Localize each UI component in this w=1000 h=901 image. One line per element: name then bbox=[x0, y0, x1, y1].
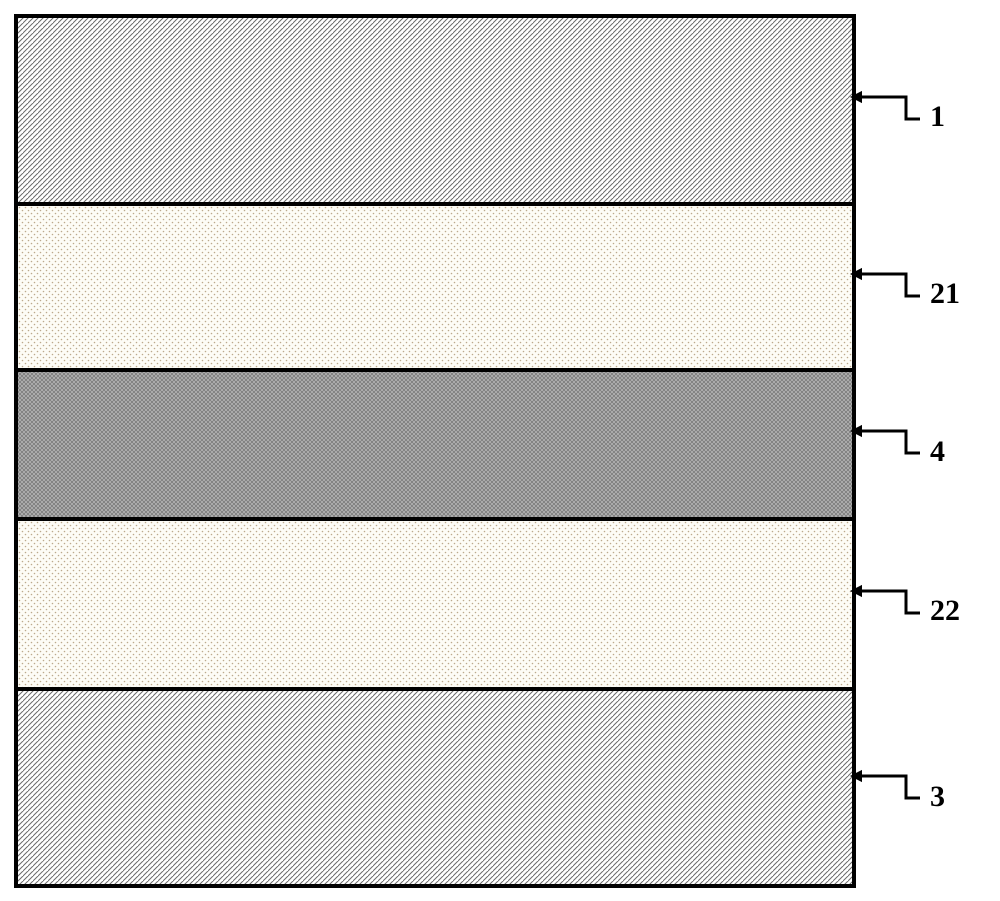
layer-L3 bbox=[14, 687, 856, 888]
layer-label-L1: 1 bbox=[930, 100, 945, 134]
callout-arrow-L3 bbox=[848, 766, 922, 808]
layer-stack bbox=[14, 14, 856, 888]
callout-arrow-L1 bbox=[848, 87, 922, 129]
callout-arrow-L21 bbox=[848, 264, 922, 306]
layer-L21 bbox=[14, 202, 856, 368]
canvas: 1 21 4 22 3 bbox=[0, 0, 1000, 901]
layer-label-L4: 4 bbox=[930, 435, 945, 469]
layer-L4 bbox=[14, 368, 856, 517]
layer-L22 bbox=[14, 517, 856, 687]
callout-arrow-L4 bbox=[848, 421, 922, 463]
layer-label-L21: 21 bbox=[930, 277, 960, 311]
callout-arrow-L22 bbox=[848, 581, 922, 623]
layer-L1 bbox=[14, 14, 856, 202]
layer-label-L3: 3 bbox=[930, 780, 945, 814]
layer-label-L22: 22 bbox=[930, 594, 960, 628]
